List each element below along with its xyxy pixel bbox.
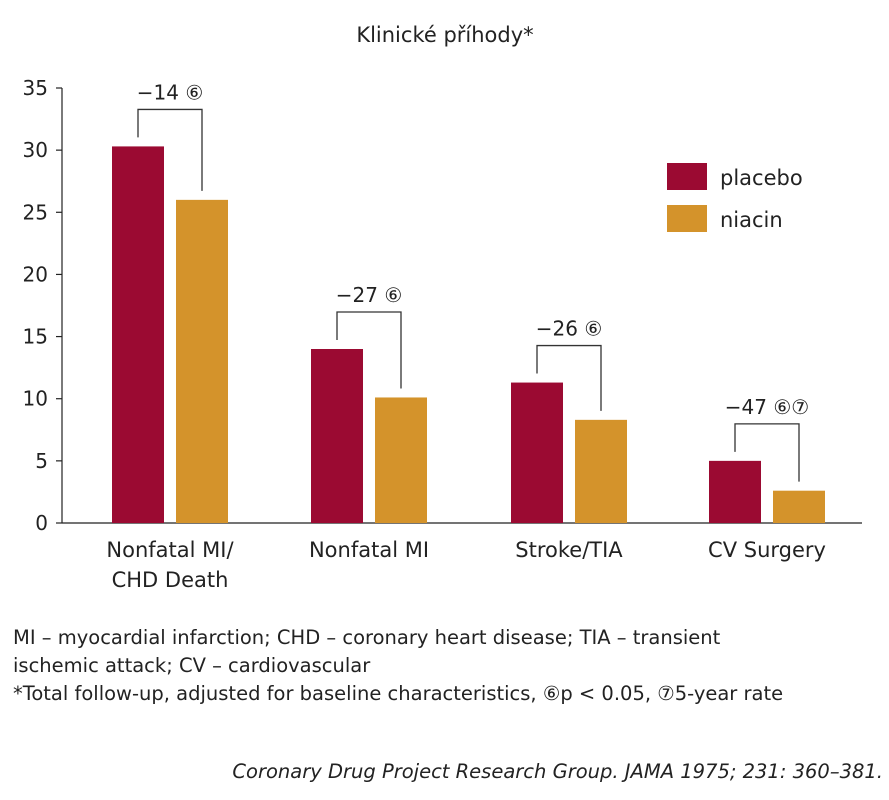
- bar-niacin: [773, 490, 825, 523]
- bracket-label: −26 ⑥: [536, 317, 603, 341]
- bar-placebo: [709, 460, 761, 523]
- bar-chart: Klinické příhody* 0 5 10 15 20 25 30 35 Nonfata…: [23, 23, 862, 592]
- x-category-label: Nonfatal MI: [309, 538, 429, 562]
- source-citation: Coronary Drug Project Research Group. JA…: [232, 760, 883, 783]
- y-tick-label: 30: [23, 138, 48, 162]
- legend-label-placebo: placebo: [720, 166, 803, 190]
- x-axis: Nonfatal MI/CHD Death Nonfatal MI Stroke/T…: [62, 522, 862, 592]
- bracket-label: −47 ⑥⑦: [725, 395, 809, 419]
- y-tick-label: 20: [23, 262, 48, 286]
- footnote-line: MI – myocardial infarction; CHD – corona…: [13, 626, 721, 649]
- footnote: MI – myocardial infarction; CHD – corona…: [13, 624, 885, 708]
- legend: placebo niacin: [667, 163, 803, 232]
- bar-niacin: [176, 199, 228, 523]
- bar-placebo: [112, 146, 164, 523]
- bar-niacin: [375, 397, 427, 523]
- bar-placebo: [511, 382, 563, 523]
- bracket: [734, 423, 800, 482]
- bracket-label: −27 ⑥: [336, 283, 403, 307]
- y-tick-label: 5: [35, 449, 48, 473]
- bracket: [137, 108, 203, 191]
- y-tick-label: 35: [23, 76, 48, 100]
- bars: [112, 146, 825, 523]
- footnote-line: *Total follow-up, adjusted for baseline …: [13, 682, 784, 705]
- footnote-line: ischemic attack; CV – cardiovascular: [13, 654, 371, 677]
- x-category-label: Stroke/TIA: [515, 538, 623, 562]
- annotations: −14 ⑥ −27 ⑥ −26 ⑥ −47 ⑥⑦: [137, 80, 809, 482]
- bar-niacin: [575, 419, 627, 523]
- y-axis: 0 5 10 15 20 25 30 35: [23, 76, 63, 535]
- chart-title: Klinické příhody*: [356, 23, 533, 47]
- y-tick-label: 10: [23, 387, 48, 411]
- bracket: [536, 344, 602, 411]
- bracket-label: −14 ⑥: [137, 80, 204, 104]
- y-tick-label: 25: [23, 200, 48, 224]
- legend-label-niacin: niacin: [720, 208, 783, 232]
- x-category-label: CV Surgery: [708, 538, 826, 562]
- y-tick-label: 0: [35, 511, 48, 535]
- bar-placebo: [311, 349, 363, 523]
- x-category-label: Nonfatal MI/: [106, 538, 234, 562]
- legend-swatch-niacin: [667, 205, 707, 232]
- legend-swatch-placebo: [667, 163, 707, 190]
- bracket: [336, 311, 402, 389]
- x-category-label: CHD Death: [112, 568, 229, 592]
- y-tick-label: 15: [23, 325, 48, 349]
